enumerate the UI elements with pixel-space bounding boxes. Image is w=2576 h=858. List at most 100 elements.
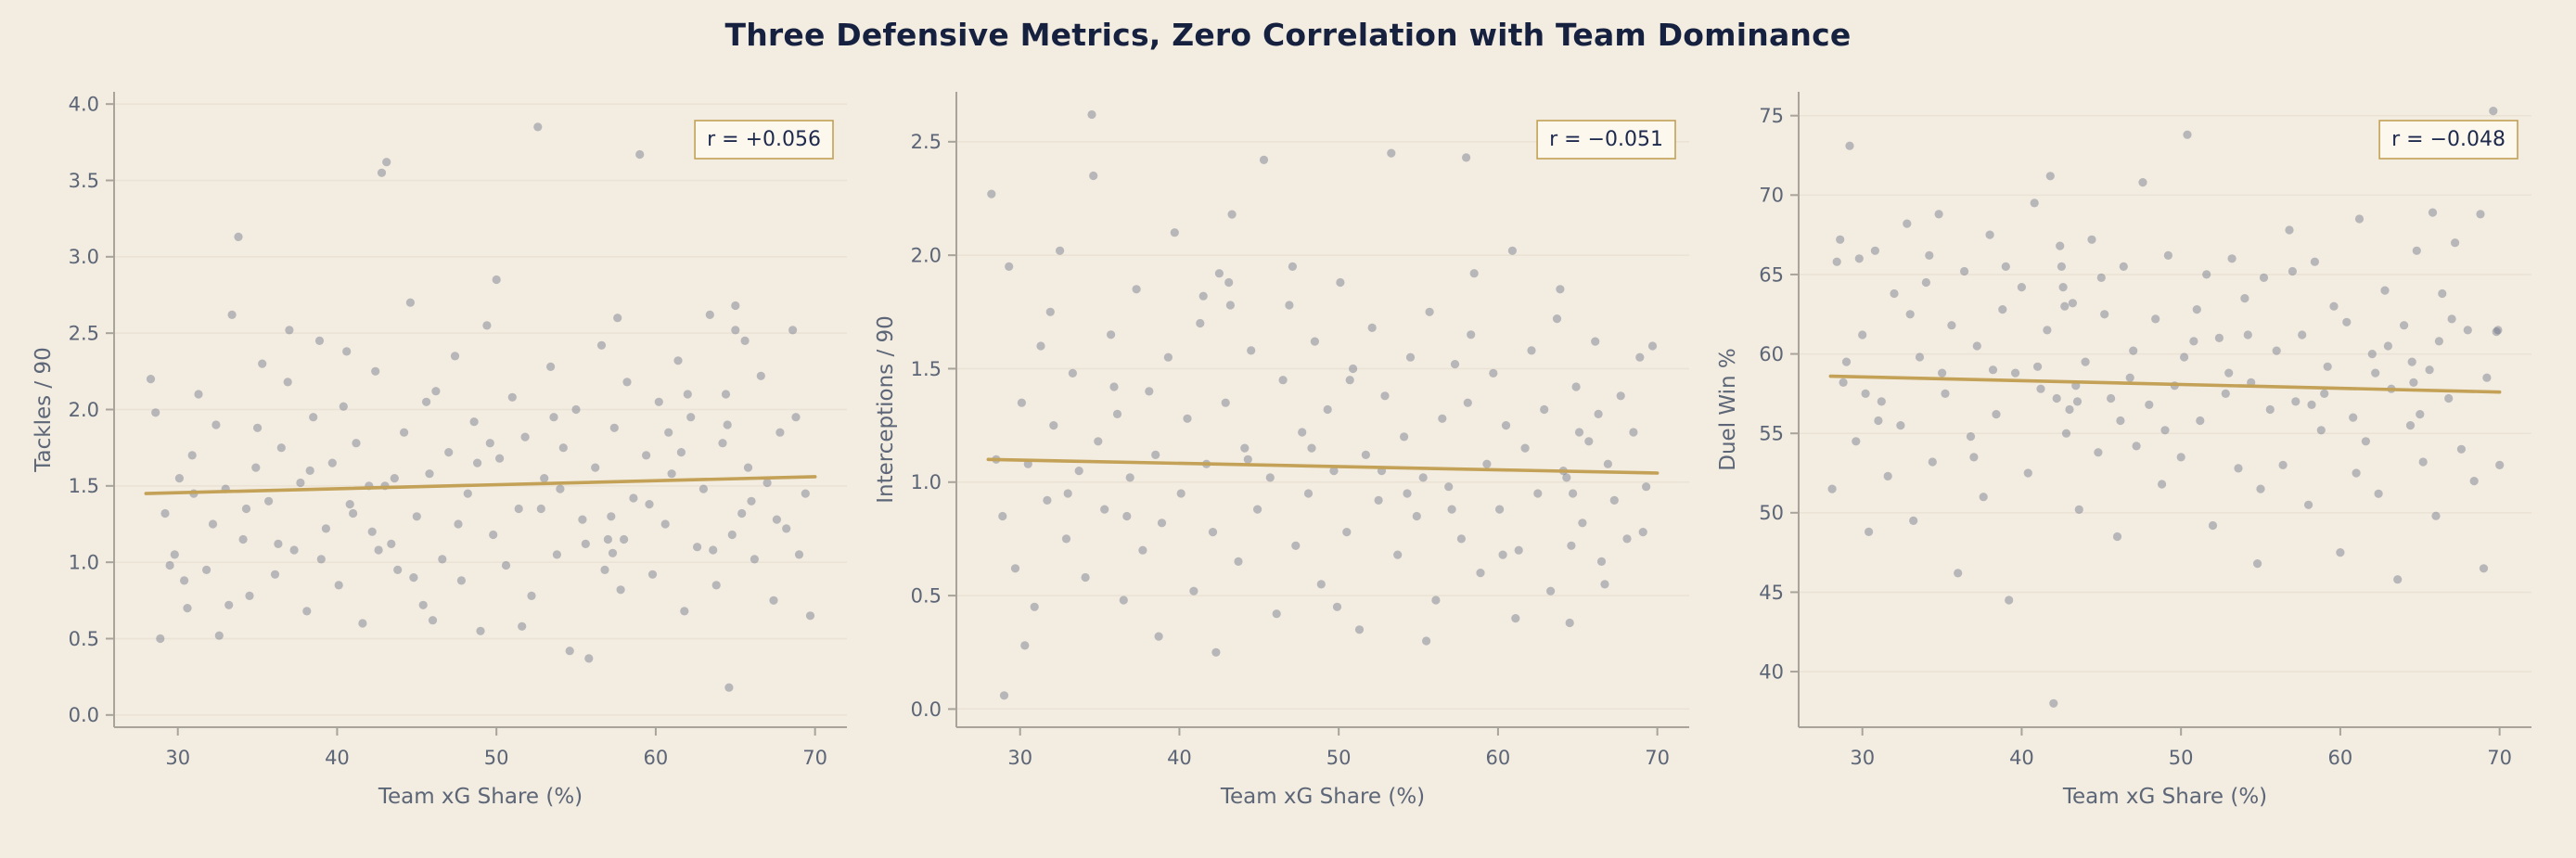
y-axis-label: Interceptions / 90	[874, 315, 898, 504]
scatter-point	[2476, 210, 2485, 219]
scatter-point	[2033, 362, 2043, 371]
y-tick-label: 2.5	[69, 323, 99, 345]
x-tick-label: 70	[802, 747, 827, 769]
scatter-point	[1495, 505, 1505, 514]
scatter-point	[1393, 550, 1403, 559]
scatter-point	[1556, 285, 1565, 294]
scatter-point	[321, 524, 330, 533]
scatter-point	[1469, 269, 1479, 278]
scatter-point	[1221, 398, 1230, 407]
scatter-point	[999, 691, 1009, 700]
scatter-point	[1010, 564, 1020, 573]
scatter-point	[1425, 307, 1434, 316]
scatter-point	[1979, 493, 1988, 502]
scatter-point	[635, 149, 645, 160]
scatter-point	[1591, 337, 1600, 346]
scatter-point	[2405, 421, 2416, 430]
scatter-point	[1584, 437, 1594, 446]
scatter-point	[2288, 266, 2297, 276]
scatter-point	[476, 626, 485, 635]
scatter-point	[327, 458, 337, 467]
scatter-point	[581, 539, 590, 549]
scatter-point	[1056, 246, 1065, 255]
scatter-point	[998, 511, 1007, 521]
scatter-point	[2329, 301, 2339, 311]
scatter-point	[2112, 531, 2122, 542]
scatter-point	[425, 469, 434, 479]
scatter-point	[613, 314, 622, 323]
scatter-point	[1316, 580, 1326, 589]
scatter-point	[1332, 602, 1342, 611]
scatter-point	[2043, 326, 2052, 335]
scatter-point	[1189, 586, 1198, 595]
scatter-point	[565, 647, 574, 656]
scatter-point	[1196, 318, 1205, 328]
scatter-point	[405, 298, 415, 307]
y-tick-label: 55	[1759, 423, 1784, 445]
scatter-point	[705, 310, 714, 319]
scatter-point	[454, 519, 463, 529]
scatter-point	[2352, 468, 2361, 478]
scatter-point	[558, 443, 568, 453]
scatter-point	[285, 326, 294, 335]
scatter-point	[2132, 442, 2141, 451]
scatter-point	[165, 560, 174, 570]
scatter-point	[1861, 389, 1870, 398]
scatter-point	[1243, 455, 1252, 464]
scatter-point	[1562, 473, 1571, 482]
scatter-point	[1272, 609, 1281, 619]
scatter-point	[709, 545, 718, 555]
scatter-point	[2428, 208, 2438, 217]
scatter-point	[1476, 569, 1485, 578]
scatter-point	[2107, 393, 2116, 403]
scatter-point	[2371, 368, 2380, 378]
scatter-point	[2023, 468, 2032, 478]
scatter-point	[1845, 141, 1854, 150]
scatter-point	[1905, 310, 1915, 319]
y-tick-label: 2.0	[911, 244, 942, 266]
scatter-point	[1870, 246, 1879, 255]
y-tick-label: 0.5	[911, 584, 942, 607]
scatter-point	[1600, 580, 1609, 589]
scatter-point	[371, 366, 380, 376]
scatter-point	[1883, 471, 1892, 480]
scatter-point	[2482, 373, 2492, 382]
scatter-point	[622, 378, 632, 387]
scatter-point	[737, 508, 747, 519]
scatter-point	[645, 500, 654, 509]
scatter-point	[358, 619, 367, 628]
scatter-point	[1068, 368, 1077, 378]
scatter-point	[2412, 246, 2421, 255]
scatter-point	[489, 530, 498, 540]
scatter-point	[2451, 238, 2460, 248]
scatter-point	[211, 420, 221, 429]
scatter-point	[2065, 404, 2074, 415]
y-tick-label: 2.5	[911, 131, 942, 153]
scatter-point	[180, 576, 189, 585]
scatter-point	[2291, 397, 2300, 406]
scatter-point	[2304, 500, 2313, 509]
scatter-point	[1422, 636, 1431, 646]
scatter-point	[2058, 283, 2068, 292]
y-axis-label: Tackles / 90	[32, 347, 56, 472]
scatter-point	[1418, 473, 1428, 482]
x-axis-label: Team xG Share (%)	[1220, 785, 1425, 809]
scatter-point	[339, 402, 348, 411]
scatter-point	[1988, 365, 1998, 375]
scatter-point	[1533, 489, 1543, 498]
scatter-point	[1020, 641, 1030, 650]
scatter-point	[2061, 429, 2071, 438]
scatter-point	[603, 534, 613, 544]
scatter-point	[1061, 534, 1071, 544]
scatter-point	[1367, 323, 1377, 332]
scatter-point	[686, 413, 696, 422]
x-tick-label: 40	[1167, 747, 1192, 769]
scatter-point	[170, 550, 179, 559]
scatter-point	[1361, 450, 1370, 459]
scatter-point	[2456, 444, 2466, 454]
scatter-point	[2202, 270, 2211, 279]
scatter-point	[782, 524, 791, 533]
scatter-point	[2298, 330, 2307, 339]
scatter-point	[1081, 572, 1090, 583]
scatter-point	[1278, 376, 1288, 385]
